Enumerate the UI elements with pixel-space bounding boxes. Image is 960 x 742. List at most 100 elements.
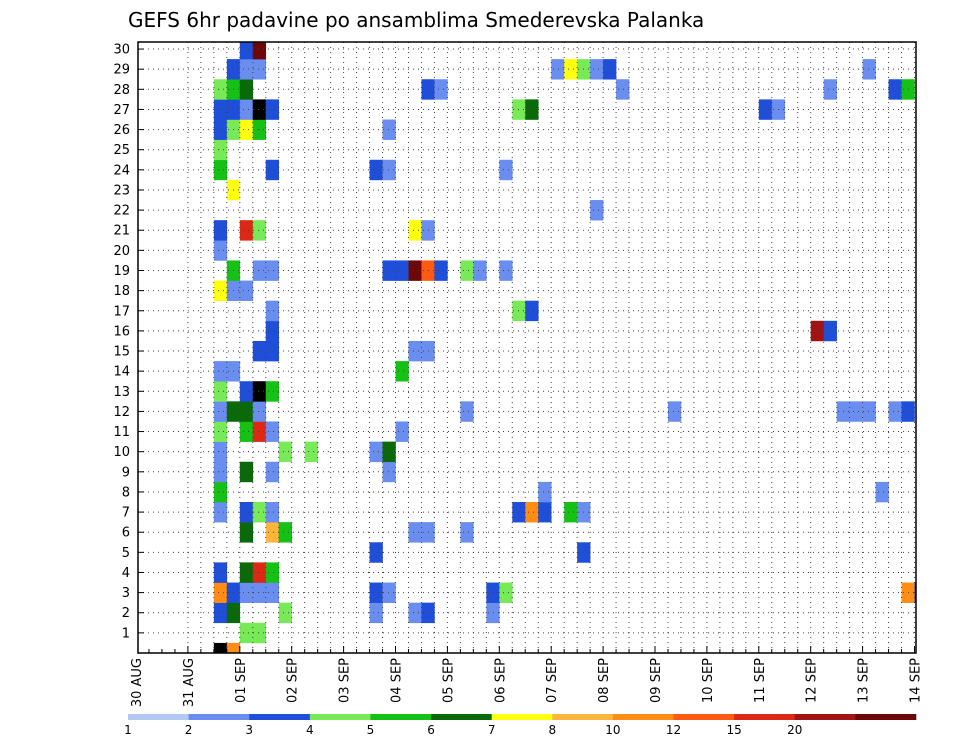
heatmap-cell (265, 522, 280, 543)
y-axis: 1234567891011121314151617181920212223242… (113, 43, 144, 641)
heatmap-cell (265, 99, 280, 120)
heatmap-cell (252, 562, 267, 583)
colorbar-label: 12 (666, 723, 681, 737)
y-tick-label: 18 (113, 284, 130, 299)
heatmap-cell (460, 401, 474, 422)
heatmap-cell (265, 582, 280, 603)
heatmap-cell (252, 502, 267, 523)
y-tick-label: 28 (113, 83, 130, 98)
heatmap-cell (213, 79, 228, 100)
heatmap-cell (213, 642, 228, 654)
heatmap-cell (369, 582, 383, 603)
heatmap-cell (434, 79, 448, 100)
heatmap-cell (382, 582, 396, 603)
heatmap-cell (252, 622, 267, 644)
heatmap-cell (408, 260, 422, 281)
heatmap-cell (888, 401, 902, 422)
heatmap-cell (213, 441, 228, 463)
heatmap-cell (252, 119, 267, 140)
heatmap-cell (538, 481, 552, 503)
heatmap-cell (213, 381, 228, 402)
x-tick-label: 10 SEP (701, 658, 716, 703)
x-tick-label: 05 SEP (441, 658, 456, 703)
y-tick-label: 30 (113, 43, 130, 58)
heatmap-cell (408, 220, 422, 241)
colorbar-label: 6 (427, 723, 435, 737)
heatmap-cell (810, 320, 824, 342)
heatmap-cell (369, 441, 383, 463)
x-tick-label: 30 AUG (130, 658, 145, 707)
heatmap-cell (499, 260, 513, 281)
heatmap-cell (667, 401, 682, 422)
colorbar-swatch (673, 714, 735, 720)
heatmap-cell (252, 401, 267, 422)
y-tick-label: 13 (113, 385, 130, 400)
colorbar-swatch (855, 714, 917, 720)
heatmap-cell (395, 361, 409, 382)
heatmap-cell (213, 240, 228, 261)
heatmap-cell (239, 522, 254, 543)
heatmap-cell (278, 602, 293, 624)
y-tick-label: 21 (113, 224, 130, 239)
colorbar-swatch (370, 714, 432, 720)
heatmap-cell (213, 582, 228, 603)
y-tick-label: 17 (113, 304, 130, 319)
colorbar-swatch (188, 714, 250, 720)
heatmap-cell (265, 421, 280, 442)
heatmap-cell (823, 320, 837, 342)
heatmap-cell (213, 401, 228, 422)
heatmap-cell (213, 461, 228, 483)
colorbar-label: 20 (787, 723, 802, 737)
colorbar-swatch (552, 714, 614, 720)
x-tick-label: 11 SEP (753, 658, 768, 703)
y-tick-label: 12 (113, 405, 130, 420)
colorbar-label: 2 (185, 723, 193, 737)
colorbar-label: 5 (367, 723, 375, 737)
heatmap-cell (434, 260, 448, 281)
y-tick-label: 14 (113, 365, 130, 380)
heatmap-cell (213, 280, 228, 301)
heatmap-cell (538, 502, 552, 523)
heatmap-cell (239, 461, 254, 483)
heatmap-cell (486, 602, 500, 624)
heatmap-cell (382, 441, 396, 463)
x-tick-label: 03 SEP (338, 658, 353, 703)
y-tick-label: 29 (113, 63, 130, 78)
heatmap-cell (382, 260, 396, 281)
heatmap-cell (213, 562, 228, 583)
heatmap-cell (278, 522, 293, 543)
y-tick-label: 19 (113, 264, 130, 279)
heatmap-cell (239, 421, 254, 442)
heatmap-cell (213, 220, 228, 241)
heatmap-cell (252, 582, 267, 603)
heatmap-cell (265, 320, 280, 342)
x-tick-label: 06 SEP (493, 658, 508, 703)
heatmap-cell (525, 502, 539, 523)
grid-lines (138, 42, 916, 653)
heatmap-cell (213, 421, 228, 442)
heatmap-cell (239, 502, 254, 523)
heatmap-cell (564, 502, 578, 523)
heatmap-cell (590, 200, 604, 221)
heatmap-cell (525, 300, 539, 322)
y-tick-label: 22 (113, 204, 130, 219)
heatmap-cell (369, 542, 383, 563)
y-tick-label: 15 (113, 345, 130, 360)
colorbar-label: 4 (306, 723, 314, 737)
y-tick-label: 3 (122, 586, 130, 601)
y-tick-label: 25 (113, 143, 130, 158)
heatmap-cell (408, 340, 422, 362)
heatmap-cell (252, 220, 267, 241)
colorbar-label: 7 (488, 723, 496, 737)
heatmap-cell (473, 260, 487, 281)
heatmap-cell (226, 642, 241, 654)
heatmap-cell (499, 582, 513, 603)
heatmap-cell (252, 340, 267, 362)
heatmap-cell (239, 401, 254, 422)
colorbar: 1 2 3 4 5 6 7 8 10 12 15 20 (124, 714, 917, 737)
heatmap-cell (460, 260, 474, 281)
heatmap-cell (239, 119, 254, 140)
heatmap-cell (239, 79, 254, 100)
colorbar-swatch (431, 714, 492, 720)
heatmap-cell (551, 59, 565, 80)
